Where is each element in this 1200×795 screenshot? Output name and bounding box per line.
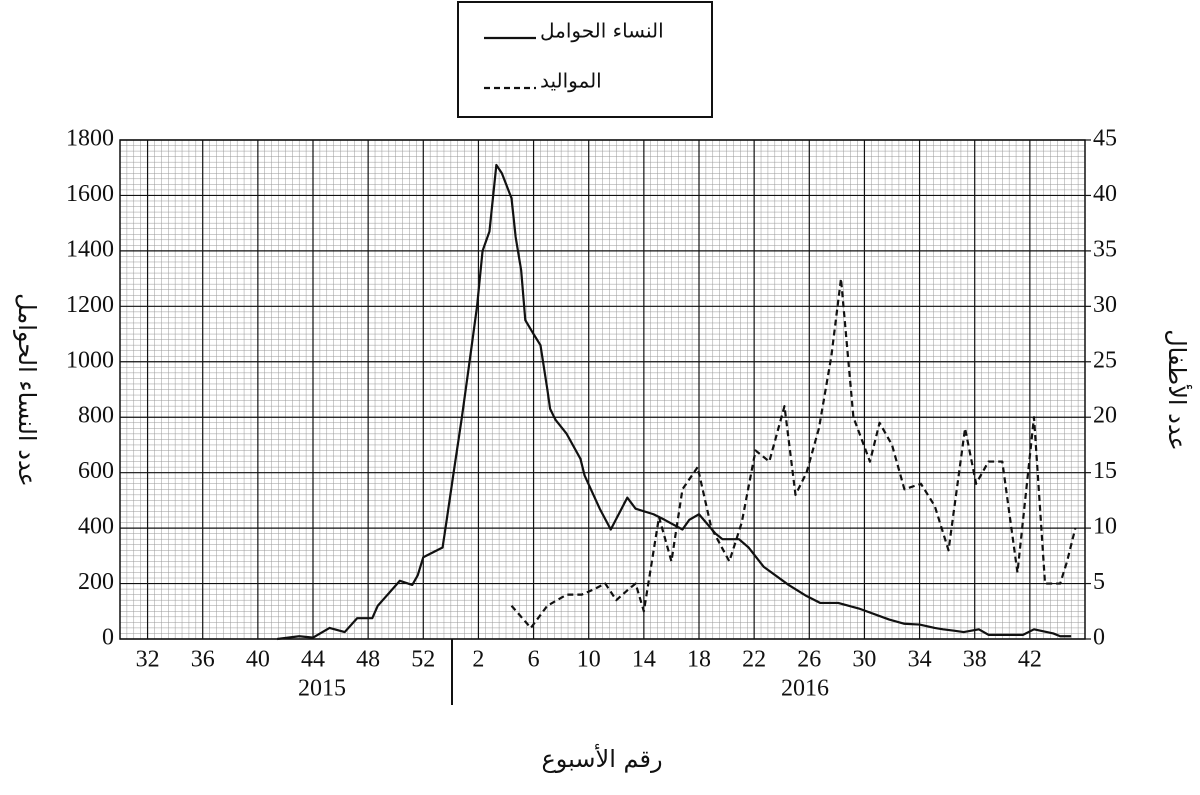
x-tick-label: 34 bbox=[908, 647, 932, 673]
x-tick-label: 30 bbox=[852, 647, 876, 673]
y-tick-label: 1200 bbox=[66, 292, 114, 318]
x-tick-label: 44 bbox=[301, 647, 325, 673]
y-tick-label: 800 bbox=[78, 403, 114, 429]
x-tick-label: 36 bbox=[191, 647, 215, 673]
x-tick-label: 22 bbox=[742, 647, 766, 673]
legend-box bbox=[457, 1, 713, 118]
x-tick-label: 40 bbox=[246, 647, 270, 673]
y-tick-label: 600 bbox=[78, 458, 114, 484]
y2-tick-label: 45 bbox=[1093, 126, 1117, 152]
year-label: 2015 bbox=[298, 676, 346, 702]
y-axis-label: عدد النساء الحوامل bbox=[13, 293, 41, 487]
y-tick-label: 200 bbox=[78, 569, 114, 595]
y-tick-label: 400 bbox=[78, 514, 114, 540]
series-line bbox=[510, 277, 1077, 630]
y2-tick-label: 30 bbox=[1093, 292, 1117, 318]
x-tick-label: 14 bbox=[632, 647, 656, 673]
x-tick-label: 32 bbox=[136, 647, 160, 673]
y-tick-label: 1400 bbox=[66, 236, 114, 262]
x-tick-label: 6 bbox=[528, 647, 540, 673]
y2-tick-label: 35 bbox=[1093, 236, 1117, 262]
x-tick-label: 18 bbox=[687, 647, 711, 673]
y2-tick-label: 40 bbox=[1093, 181, 1117, 207]
y2-tick-label: 0 bbox=[1093, 625, 1105, 651]
y2-axis-label: عدد الأطفال bbox=[1163, 329, 1192, 451]
x-tick-label: 10 bbox=[577, 647, 601, 673]
x-tick-label: 52 bbox=[411, 647, 435, 673]
x-tick-label: 42 bbox=[1018, 647, 1042, 673]
y-tick-label: 0 bbox=[102, 625, 114, 651]
y-tick-label: 1600 bbox=[66, 181, 114, 207]
legend-label: المواليد bbox=[540, 69, 602, 93]
x-tick-label: 48 bbox=[356, 647, 380, 673]
x-tick-label: 2 bbox=[472, 647, 484, 673]
y2-tick-label: 5 bbox=[1093, 569, 1105, 595]
y2-tick-label: 15 bbox=[1093, 458, 1117, 484]
y2-tick-label: 20 bbox=[1093, 403, 1117, 429]
legend-label: النساء الحوامل bbox=[540, 19, 664, 43]
series-line bbox=[277, 163, 1072, 641]
y2-tick-label: 25 bbox=[1093, 347, 1117, 373]
year-label: 2016 bbox=[781, 676, 829, 702]
y-tick-label: 1800 bbox=[66, 126, 114, 152]
x-tick-label: 26 bbox=[797, 647, 821, 673]
y2-tick-label: 10 bbox=[1093, 514, 1117, 540]
grid bbox=[119, 139, 1086, 640]
y-tick-label: 1000 bbox=[66, 347, 114, 373]
x-axis-label: رقم الأسبوع bbox=[541, 744, 662, 773]
plot-frame bbox=[119, 139, 1086, 640]
x-tick-label: 38 bbox=[963, 647, 987, 673]
